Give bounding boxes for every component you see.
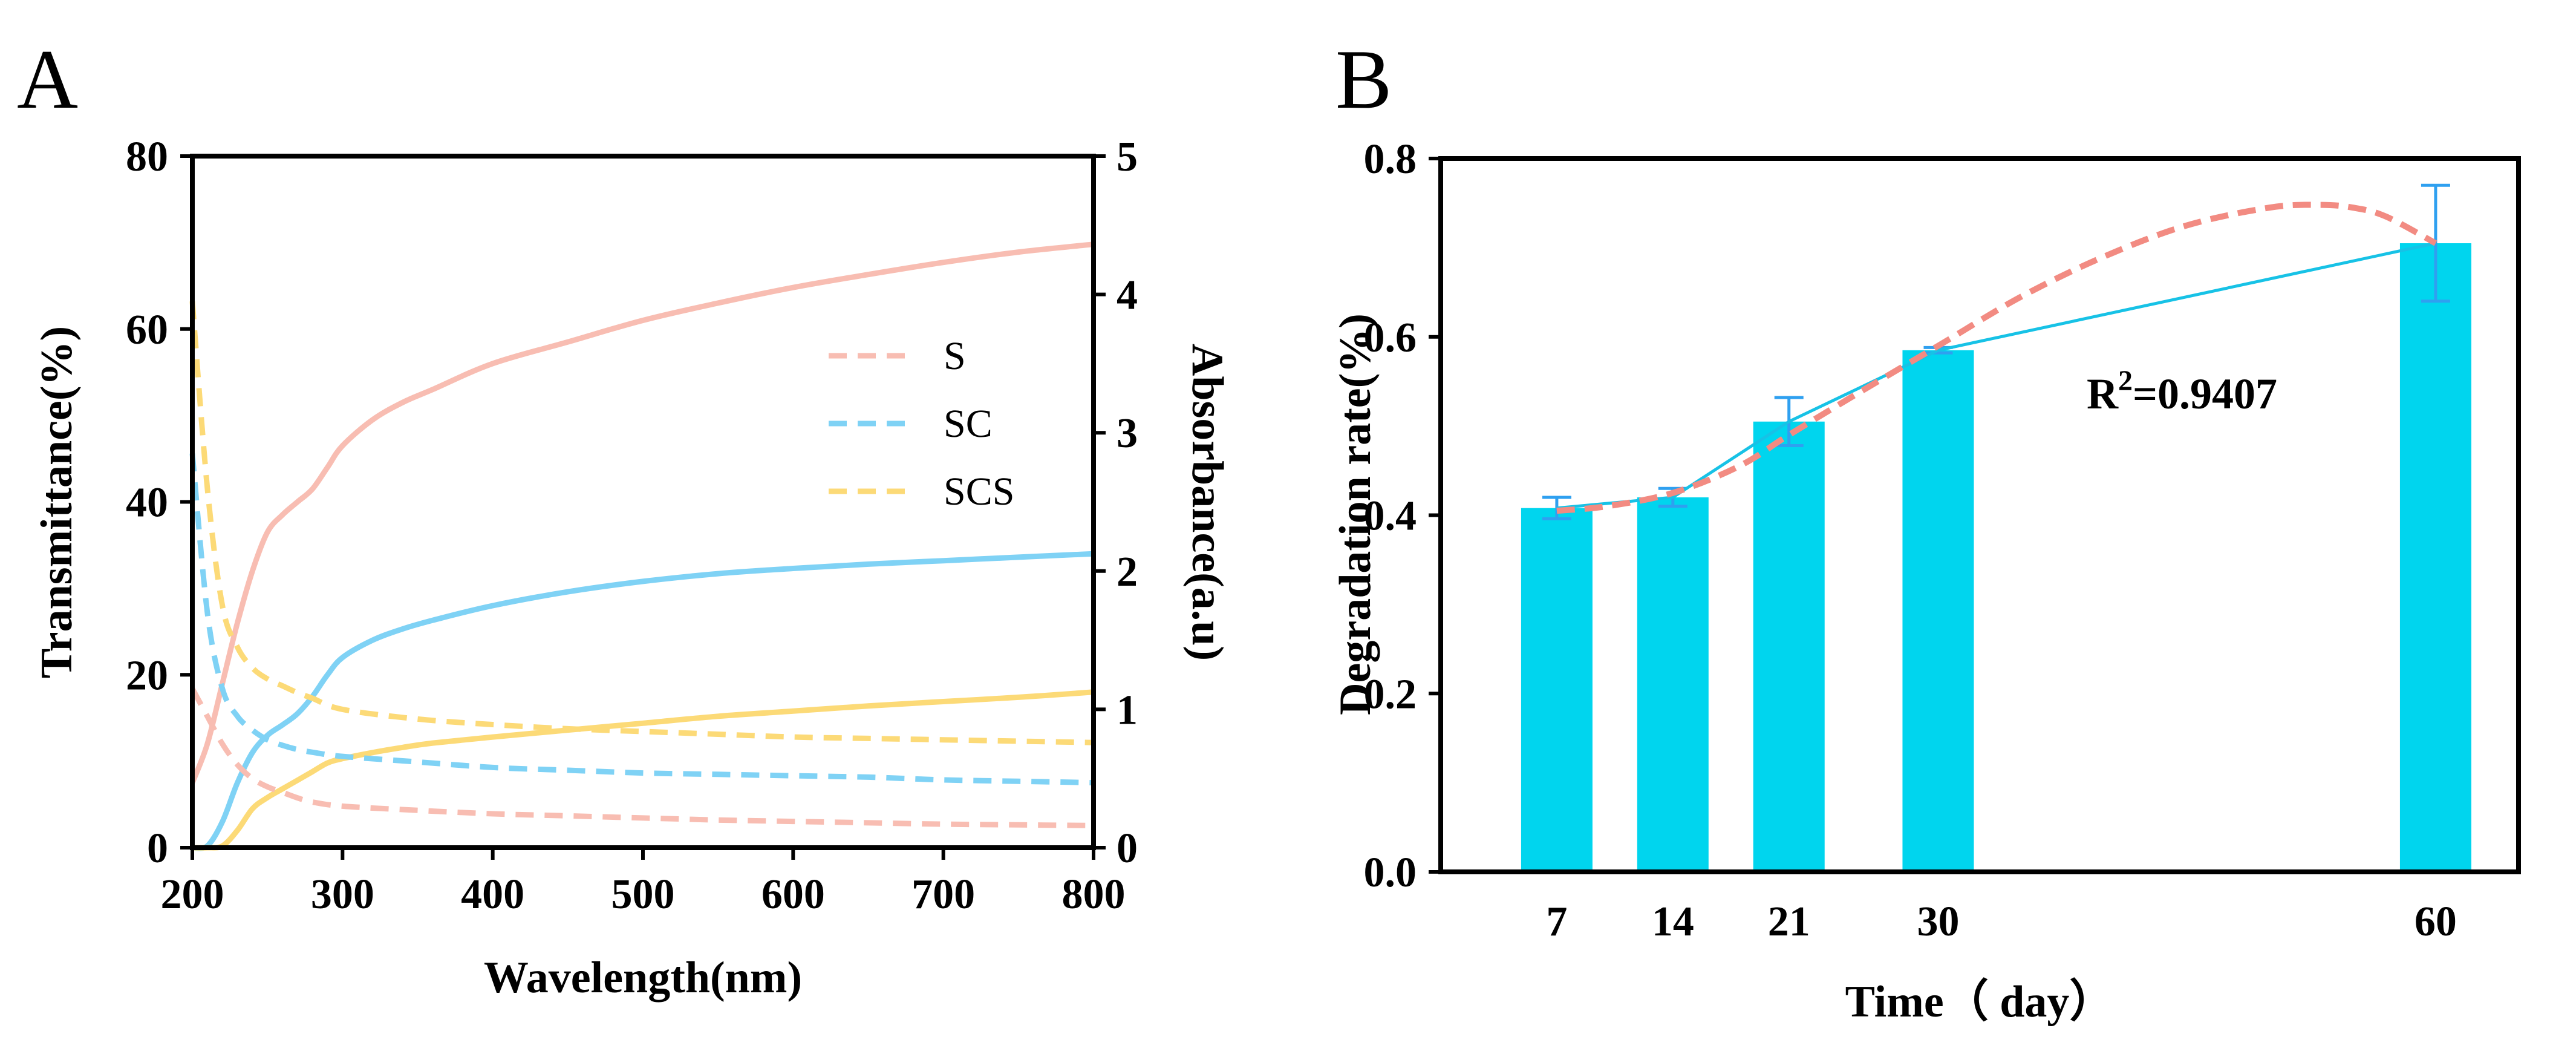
panel-a-x-axis-title: Wavelength(nm) [484,953,802,1003]
panel-a-series [189,241,1094,851]
panel-a-y2-axis-title: Absorbance(a.u) [1182,344,1232,661]
panel-a-legend: S SC SCS [829,334,1014,514]
x-tick-label: 800 [1062,871,1126,918]
bar-day-21 [1753,421,1825,872]
y2-tick-label: 2 [1117,549,1138,595]
series-scs-transmittance-line [192,689,1094,851]
x-tick-label: 30 [1917,899,1959,945]
x-tick-label: 7 [1546,899,1567,945]
r-squared-superscript: 2 [2118,365,2133,397]
y-tick-label: 0.8 [1364,136,1417,183]
panel-a-y-ticks: 0 20 40 60 80 [126,134,192,872]
x-tick-label: 500 [611,871,675,918]
legend-label-s: S [944,334,966,378]
y2-tick-label: 3 [1117,410,1138,457]
bar-day-14 [1637,497,1709,872]
y2-tick-label: 4 [1117,272,1138,319]
y-tick-label: 60 [126,307,168,353]
legend-label-scs: SCS [944,470,1014,514]
x-tick-label: 200 [161,871,224,918]
panel-b-y-ticks: 0.0 0.2 0.4 0.6 0.8 [1364,136,1441,896]
mean-connect-line [1556,241,2436,510]
x-tick-label: 400 [461,871,524,918]
y-tick-label: 0.0 [1364,849,1417,896]
y2-tick-label: 0 [1117,825,1138,872]
y-tick-label: 0 [147,825,168,872]
panel-b-bars [1521,243,2471,872]
panel-b-error-bars [1542,183,2450,520]
y-tick-label: 40 [126,480,168,526]
panel-a: A 200 300 400 500 600 700 800 0 20 40 60 80 0 1 2 3 4 5… [17,33,1232,1003]
bar-day-60 [2399,243,2471,872]
bar-day-30 [1902,350,1974,872]
panel-label-a: A [17,33,78,126]
panel-b-lines [1556,201,2437,514]
x-tick-label: 600 [761,871,825,918]
y2-tick-label: 1 [1117,687,1138,733]
x-tick-label: 700 [911,871,975,918]
legend-label-sc: SC [944,402,993,446]
r-squared-base: R [2087,370,2119,418]
panel-a-y2-ticks: 0 1 2 3 4 5 [1094,134,1138,872]
y-tick-label: 80 [126,134,168,180]
x-tick-label: 300 [311,871,374,918]
panel-b-plot-frame [1438,156,2521,874]
panel-b-x-ticks: 7 14 21 30 60 [1546,899,2457,945]
series-sc-absorbance-line [189,453,1094,786]
r-squared-value: =0.9407 [2133,370,2277,418]
series-scs-absorbance-line [189,301,1094,745]
series-sc-transmittance-line [192,551,1094,851]
y-tick-label: 0.6 [1364,315,1417,361]
y-tick-label: 0.4 [1364,493,1417,540]
y2-tick-label: 5 [1117,134,1138,180]
panel-a-y-axis-title: Transmittance(%) [32,326,82,678]
panel-b-x-axis-title: Time（ day） [1845,977,2115,1027]
x-tick-label: 60 [2415,899,2457,945]
series-s-transmittance-line [189,241,1094,784]
panel-a-x-ticks: 200 300 400 500 600 700 800 [161,848,1126,918]
bar-day-7 [1521,508,1593,872]
x-tick-label: 14 [1652,899,1694,945]
panel-b-y-axis-title: Degradation rate(%) [1331,313,1380,715]
fit-curve [1556,201,2437,514]
r-squared-annotation: R2=0.9407 [2087,365,2277,418]
y-tick-label: 20 [126,652,168,699]
x-tick-label: 21 [1768,899,1810,945]
panel-b: B 7 14 21 30 60 0.0 0.2 0.4 0.6 0.8 R2=0.9407 Ti… [1331,33,2521,1027]
y-tick-label: 0.2 [1364,671,1417,718]
panel-label-b: B [1335,33,1392,126]
series-s-absorbance-line [190,687,1094,828]
